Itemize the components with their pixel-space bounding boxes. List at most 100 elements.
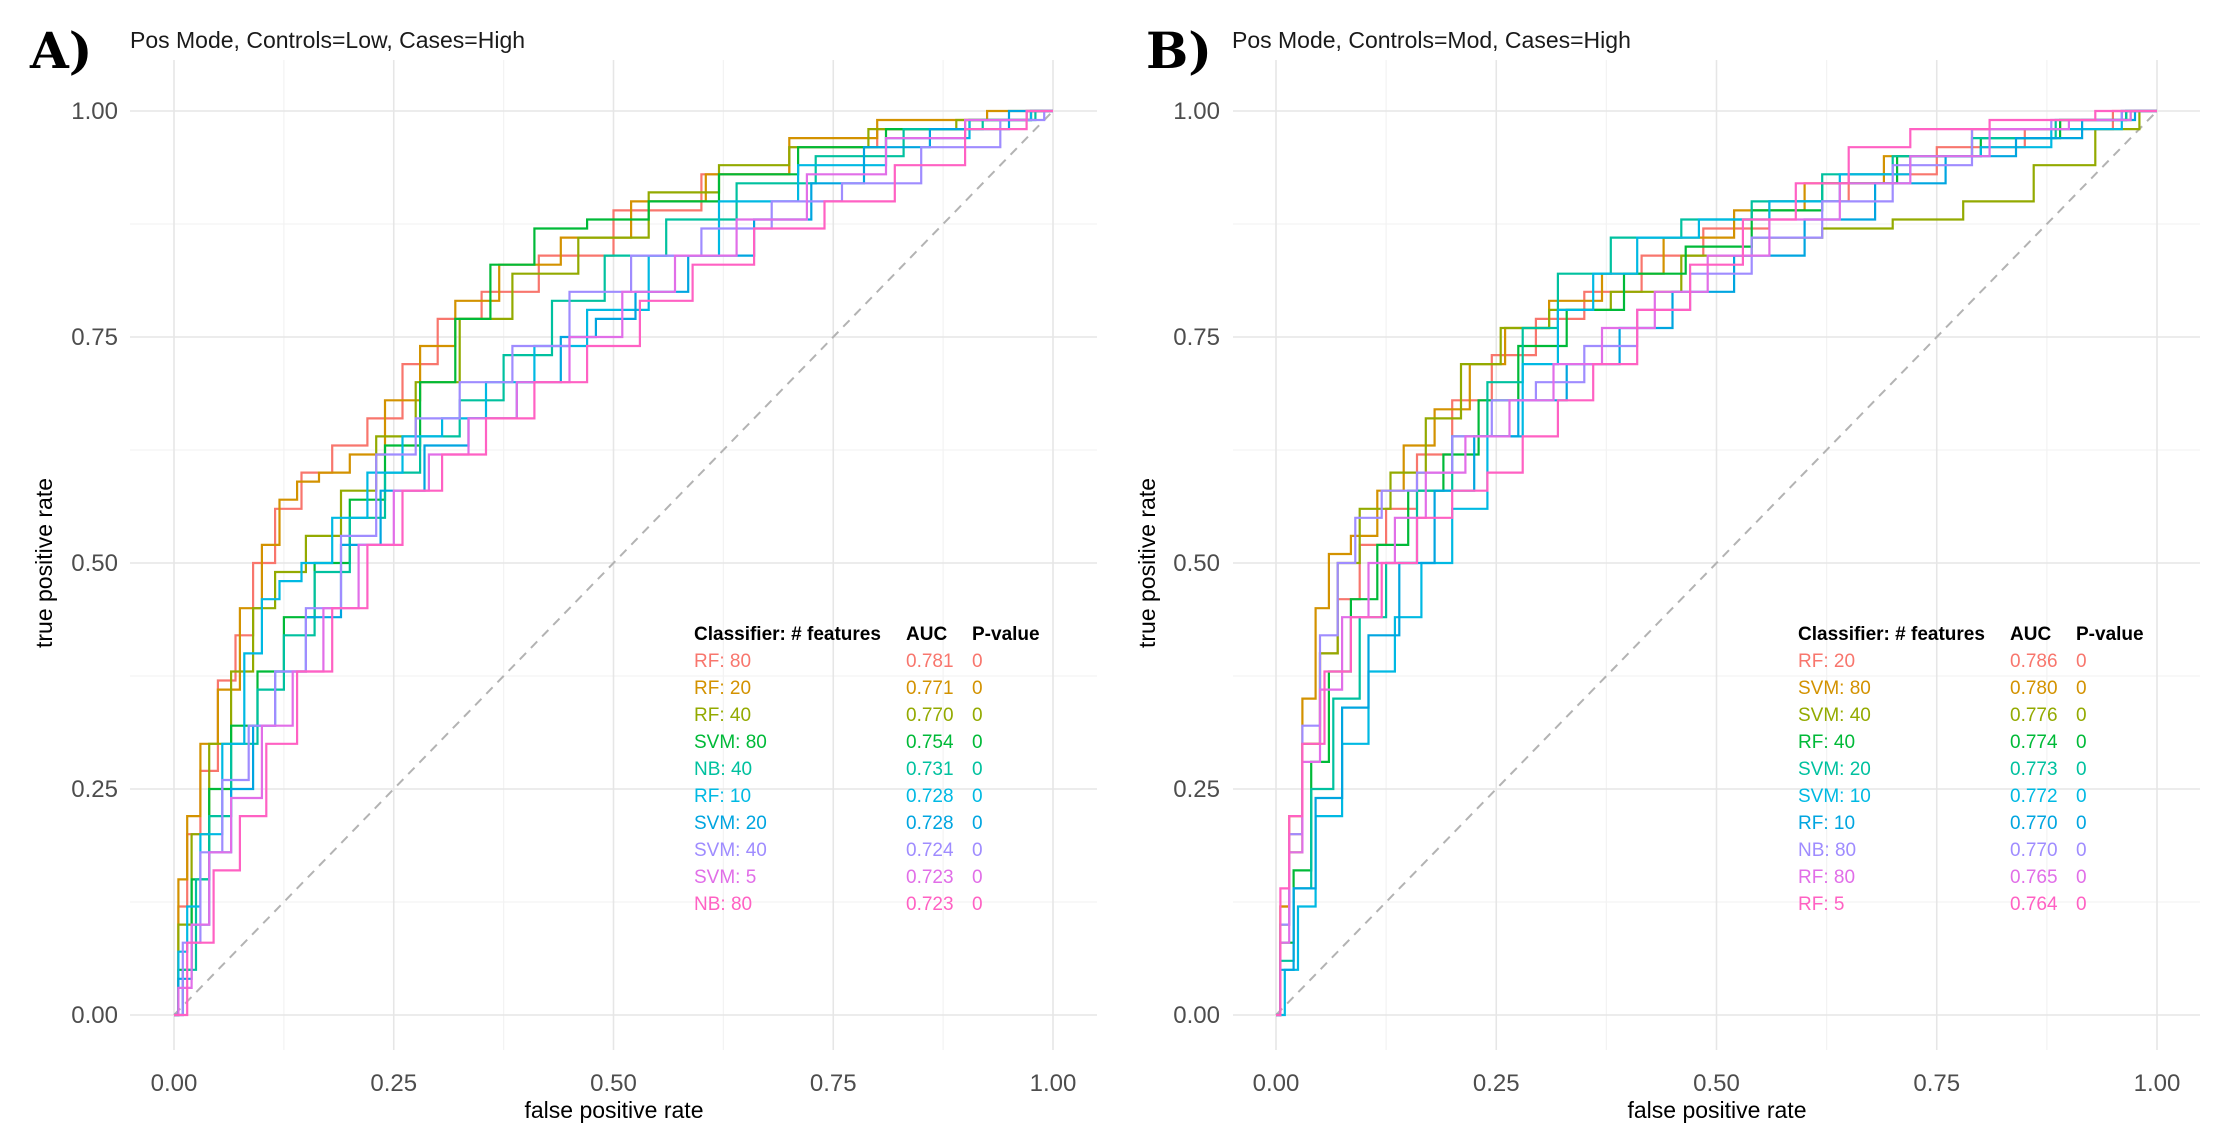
y-tick-label: 0.00 bbox=[1173, 1002, 1220, 1029]
legend-pvalue: 0 bbox=[2076, 813, 2087, 834]
x-axis-ticks: 0.00 0.25 0.50 0.75 1.00 bbox=[1253, 1070, 2181, 1097]
legend-auc: 0.771 bbox=[906, 678, 954, 699]
x-tick-label: 0.50 bbox=[1693, 1070, 1740, 1097]
legend-auc: 0.776 bbox=[2010, 705, 2058, 726]
legend: Classifier: # features AUC P-value RF: 80 0.… bbox=[694, 624, 1040, 915]
legend-classifier: NB: 80 bbox=[1798, 840, 1856, 861]
panel-letter: B) bbox=[1146, 21, 1212, 80]
legend-pvalue: 0 bbox=[972, 678, 983, 699]
legend-classifier: SVM: 10 bbox=[1798, 786, 1871, 807]
y-tick-label: 0.75 bbox=[71, 324, 118, 351]
roc-curve-10 bbox=[1276, 109, 2157, 1017]
legend-classifier: RF: 40 bbox=[694, 705, 751, 726]
legend-pvalue: 0 bbox=[972, 732, 983, 753]
legend-auc: 0.773 bbox=[2010, 759, 2058, 780]
legend-auc: 0.731 bbox=[906, 759, 954, 780]
legend-classifier: NB: 40 bbox=[694, 759, 752, 780]
grid bbox=[1233, 60, 2200, 1050]
y-tick-label: 0.50 bbox=[71, 550, 118, 577]
legend-auc: 0.770 bbox=[906, 705, 954, 726]
legend-auc: 0.724 bbox=[906, 840, 954, 861]
legend-classifier: SVM: 20 bbox=[1798, 759, 1871, 780]
roc-curve-9 bbox=[1276, 109, 2157, 1017]
panel-title: Pos Mode, Controls=Low, Cases=High bbox=[130, 27, 525, 53]
legend-classifier: SVM: 20 bbox=[694, 813, 767, 834]
y-axis-ticks: 0.00 0.25 0.50 0.75 1.00 bbox=[1173, 98, 1220, 1029]
legend-classifier: RF: 20 bbox=[694, 678, 751, 699]
legend-classifier: RF: 10 bbox=[1798, 813, 1855, 834]
legend-pvalue: 0 bbox=[2076, 705, 2087, 726]
legend-auc: 0.770 bbox=[2010, 840, 2058, 861]
legend-auc: 0.780 bbox=[2010, 678, 2058, 699]
legend-header: Classifier: # features bbox=[694, 624, 881, 645]
legend-pvalue: 0 bbox=[2076, 651, 2087, 672]
y-tick-label: 0.50 bbox=[1173, 550, 1220, 577]
legend-pvalue: 0 bbox=[2076, 732, 2087, 753]
x-tick-label: 1.00 bbox=[1030, 1070, 1077, 1097]
legend-pvalue: 0 bbox=[2076, 867, 2087, 888]
legend-classifier: RF: 10 bbox=[694, 786, 751, 807]
legend-classifier: SVM: 80 bbox=[694, 732, 767, 753]
legend-classifier: RF: 80 bbox=[694, 651, 751, 672]
reference-diagonal bbox=[1275, 110, 2158, 1016]
legend: Classifier: # features AUC P-value RF: 20 0.… bbox=[1798, 624, 2144, 915]
legend-pvalue: 0 bbox=[972, 759, 983, 780]
y-axis-title: true positive rate bbox=[1134, 478, 1160, 648]
legend-auc: 0.723 bbox=[906, 894, 954, 915]
legend-auc: 0.770 bbox=[2010, 813, 2058, 834]
legend-header: Classifier: # features bbox=[1798, 624, 1985, 645]
legend-auc: 0.723 bbox=[906, 867, 954, 888]
legend-classifier: NB: 80 bbox=[694, 894, 752, 915]
legend-pvalue: 0 bbox=[972, 651, 983, 672]
legend-classifier: SVM: 40 bbox=[694, 840, 767, 861]
x-axis-ticks: 0.00 0.25 0.50 0.75 1.00 bbox=[151, 1070, 1077, 1097]
y-axis-ticks: 0.00 0.25 0.50 0.75 1.00 bbox=[71, 98, 118, 1029]
legend-pvalue: 0 bbox=[2076, 894, 2087, 915]
legend-header: AUC bbox=[2010, 624, 2051, 645]
x-tick-label: 0.50 bbox=[590, 1070, 637, 1097]
legend-auc: 0.774 bbox=[2010, 732, 2058, 753]
panel-a: A) Pos Mode, Controls=Low, Cases=High 0.… bbox=[29, 21, 1097, 1123]
x-tick-label: 1.00 bbox=[2134, 1070, 2181, 1097]
legend-pvalue: 0 bbox=[2076, 840, 2087, 861]
legend-pvalue: 0 bbox=[2076, 759, 2087, 780]
panel-b: B) Pos Mode, Controls=Mod, Cases=High 0.… bbox=[1134, 21, 2200, 1123]
y-axis-title: true positive rate bbox=[31, 478, 57, 648]
y-tick-label: 0.25 bbox=[1173, 776, 1220, 803]
x-tick-label: 0.25 bbox=[370, 1070, 417, 1097]
legend-pvalue: 0 bbox=[972, 705, 983, 726]
x-tick-label: 0.75 bbox=[810, 1070, 857, 1097]
legend-pvalue: 0 bbox=[972, 894, 983, 915]
y-tick-label: 0.75 bbox=[1173, 324, 1220, 351]
roc-curve-10 bbox=[174, 109, 1053, 1017]
legend-pvalue: 0 bbox=[972, 786, 983, 807]
y-tick-label: 1.00 bbox=[1173, 98, 1220, 125]
x-axis-title: false positive rate bbox=[1628, 1097, 1807, 1123]
legend-auc: 0.764 bbox=[2010, 894, 2058, 915]
y-tick-label: 0.00 bbox=[71, 1002, 118, 1029]
legend-pvalue: 0 bbox=[972, 840, 983, 861]
legend-auc: 0.728 bbox=[906, 786, 954, 807]
legend-auc: 0.765 bbox=[2010, 867, 2058, 888]
panel-letter: A) bbox=[29, 21, 92, 80]
x-tick-label: 0.00 bbox=[151, 1070, 198, 1097]
x-tick-label: 0.25 bbox=[1473, 1070, 1520, 1097]
legend-auc: 0.781 bbox=[906, 651, 954, 672]
legend-auc: 0.728 bbox=[906, 813, 954, 834]
legend-classifier: SVM: 40 bbox=[1798, 705, 1871, 726]
roc-curves bbox=[1276, 109, 2157, 1017]
legend-pvalue: 0 bbox=[2076, 678, 2087, 699]
legend-header: P-value bbox=[972, 624, 1040, 645]
reference-diagonal bbox=[173, 110, 1054, 1016]
legend-header: P-value bbox=[2076, 624, 2144, 645]
legend-pvalue: 0 bbox=[2076, 786, 2087, 807]
x-tick-label: 0.75 bbox=[1913, 1070, 1960, 1097]
legend-classifier: SVM: 5 bbox=[694, 867, 756, 888]
legend-classifier: SVM: 80 bbox=[1798, 678, 1871, 699]
x-axis-title: false positive rate bbox=[525, 1097, 704, 1123]
roc-curves bbox=[174, 109, 1053, 1017]
legend-auc: 0.786 bbox=[2010, 651, 2058, 672]
panel-title: Pos Mode, Controls=Mod, Cases=High bbox=[1232, 27, 1631, 53]
legend-pvalue: 0 bbox=[972, 813, 983, 834]
